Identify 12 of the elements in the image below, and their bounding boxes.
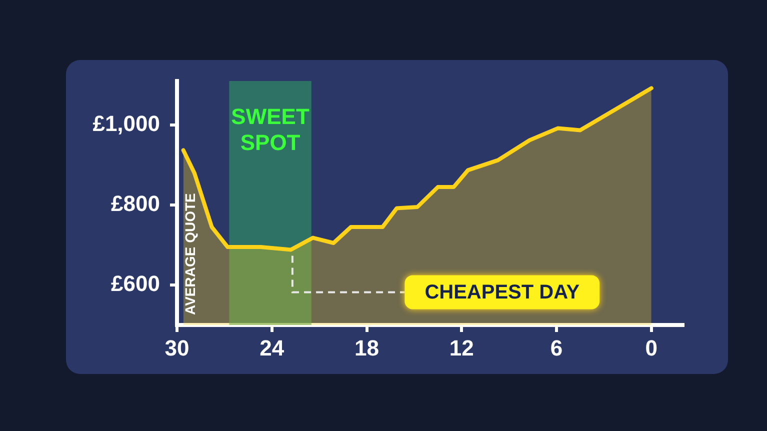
x-tick-label: 12	[449, 335, 474, 360]
x-tick-label: 30	[164, 335, 190, 360]
y-axis-title: AVERAGE QUOTE	[182, 193, 198, 315]
y-tick-label: £600	[111, 271, 160, 296]
annotation: CHEAPEST DAY	[424, 282, 580, 304]
x-tick-label: 6	[550, 335, 563, 360]
x-tick-label: 0	[645, 335, 658, 360]
x-tick-label: 18	[354, 335, 379, 360]
y-tick-label: £800	[111, 191, 160, 216]
band-label: SWEET SPOT	[231, 104, 310, 156]
y-tick-label: £1,000	[92, 111, 160, 136]
x-tick-label: 24	[260, 335, 285, 360]
